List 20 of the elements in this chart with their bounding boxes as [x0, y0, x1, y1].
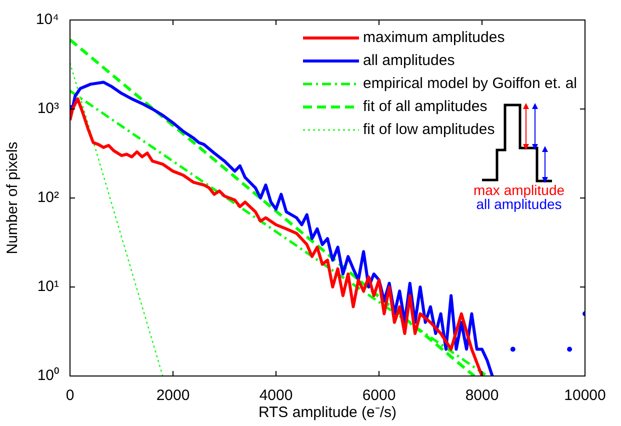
- x-tick-label: 8000: [465, 387, 499, 404]
- y-axis-title: Number of pixels: [4, 142, 22, 254]
- y-tick-label: 10⁰: [37, 367, 59, 384]
- x-tick-label: 4000: [259, 387, 293, 404]
- x-tick-label: 2000: [156, 387, 190, 404]
- annotation: all amplitudes: [476, 196, 562, 212]
- annotation: max amplitude: [473, 182, 565, 198]
- x-tick-label: 6000: [362, 387, 396, 404]
- y-tick-label: 10³: [37, 100, 59, 118]
- legend-label: empirical model by Goiffon et. al: [363, 74, 577, 94]
- x-tick-label: 10000: [564, 387, 606, 404]
- y-tick-label: 10²: [37, 189, 59, 206]
- legend-label: all amplitudes: [363, 51, 455, 71]
- legend-label: fit of low amplitudes: [363, 120, 495, 140]
- legend-label: fit of all amplitudes: [363, 97, 488, 117]
- x-tick-label: 0: [66, 387, 74, 404]
- legend-label: maximum amplitudes: [363, 28, 505, 48]
- x-axis-title: RTS amplitude (e⁻/s): [258, 404, 397, 422]
- y-tick-label: 10¹: [37, 278, 59, 296]
- y-tick-label: 10⁴: [36, 11, 59, 28]
